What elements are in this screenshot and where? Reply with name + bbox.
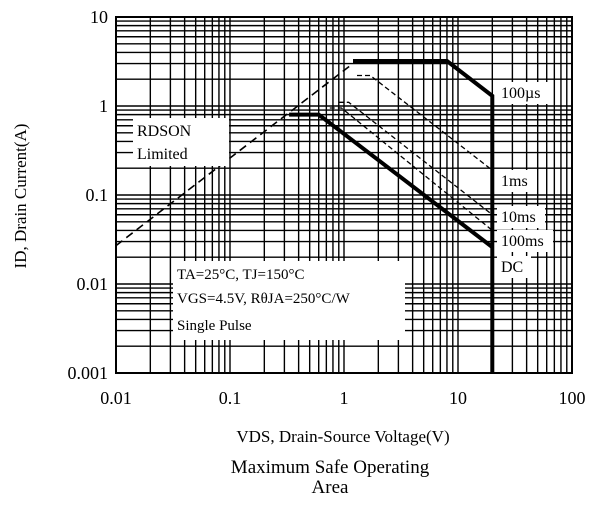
rdson-label-line2: Limited [137,146,188,163]
chart-caption: Maximum Safe Operating Area [200,458,460,498]
conditions-line3: Single Pulse [177,318,252,334]
series-label-100ms: 100ms [501,233,544,250]
rdson-label-box [133,118,229,166]
annotation-boxes [133,82,553,340]
x-tick-label: 0.01 [100,388,132,408]
plot-frame [115,16,573,374]
y-tick-label: 10 [90,7,108,27]
y-tick-label: 0.01 [77,274,109,294]
series-label-100us: 100µs [501,85,540,102]
label-box-100us [497,82,553,104]
y-tick-labels: 10 1 0.1 0.01 0.001 [68,7,109,383]
caption-line1: Maximum Safe Operating [230,457,430,478]
x-tick-labels: 0.01 0.1 1 10 100 [100,388,585,408]
conditions-line1: TA=25°C, TJ=150°C [177,267,304,283]
series-line-dc [289,112,494,249]
label-box-100ms [497,230,553,252]
x-tick-label: 1 [340,388,349,408]
series-line-100us [353,59,495,373]
series-label-1ms: 1ms [501,173,528,190]
conditions-line2: VGS=4.5V, RθJA=250°C/W [177,291,351,307]
y-tick-label: 1 [99,96,108,116]
y-tick-label: 0.1 [86,185,109,205]
series-label-10ms: 10ms [501,209,536,226]
y-tick-label: 0.001 [68,363,109,383]
x-tick-label: 100 [559,388,586,408]
rdson-limit-line [115,62,354,247]
label-box-1ms [497,170,537,192]
x-tick-label: 0.1 [219,388,242,408]
y-axis-label: ID, Drain Current(A) [11,124,30,269]
conditions-box [173,261,405,340]
series-line-100ms [329,107,493,231]
x-axis-label: VDS, Drain-Source Voltage(V) [236,427,449,446]
series-line-10ms [338,101,493,216]
x-tick-label: 10 [449,388,467,408]
caption-line2: Area [311,477,349,498]
label-box-dc [497,256,531,278]
curves [115,59,495,373]
rdson-label-line1: RDSON [137,123,192,140]
annotations: RDSON Limited TA=25°C, TJ=150°C VGS=4.5V… [137,85,544,334]
series-line-1ms [357,74,493,171]
label-box-10ms [497,206,545,228]
series-label-dc: DC [501,259,523,276]
